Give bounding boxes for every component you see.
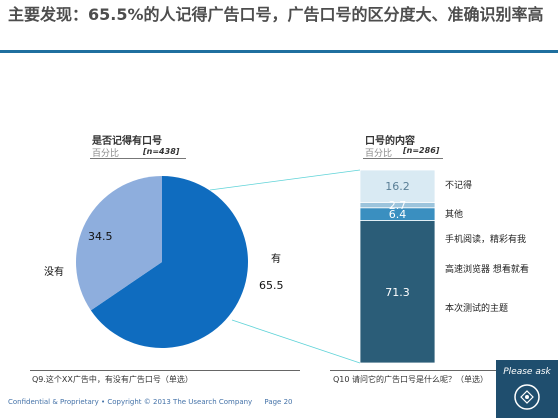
bar-value-2: 2.7: [389, 199, 407, 212]
pie-chart-subtitle: 百分比: [92, 149, 120, 159]
footer-page: Page 20: [264, 398, 293, 406]
pie-label-yes: 有: [271, 252, 281, 265]
watermark-text: Please ask: [503, 367, 551, 377]
bar-label-main-0: 手机阅读，精彩有我: [445, 233, 526, 245]
bar-label-other: 其他: [445, 208, 463, 220]
bar-label-main-2: 本次测试的主题: [445, 302, 508, 314]
bar-value-1: 6.4: [389, 208, 407, 221]
footer-copyright: Confidential & Proprietary • Copyright ©…: [8, 398, 253, 406]
pie-slice-no: [75, 176, 162, 311]
pie-value-yes: 65.5: [259, 279, 284, 292]
bar-question: Q10 请问它的广告口号是什么呢？（单选）: [333, 375, 489, 384]
footer: Confidential & Proprietary • Copyright ©…: [8, 398, 303, 406]
pie-header-underline: [90, 158, 186, 159]
bar-value-0: 71.3: [385, 286, 410, 299]
pie-question: Q9.这个XX广告中，有没有广告口号（单选）: [32, 375, 193, 384]
bar-chart-title: 口号的内容: [365, 136, 415, 147]
pie-question-rule: [30, 370, 300, 371]
pie-chart-title: 是否记得有口号: [92, 136, 162, 147]
connector-top: [209, 169, 361, 191]
bar-segment-3: [359, 169, 436, 203]
bar-header-underline: [363, 158, 443, 159]
pie-value-no: 34.5: [88, 230, 113, 243]
bar-label-not-remember: 不记得: [445, 179, 472, 191]
bar-chart-n: [n=286]: [403, 146, 440, 155]
page-title: 主要发现：65.5%的人记得广告口号，广告口号的区分度大、准确识别率高: [8, 5, 544, 24]
pie-slice-yes: [90, 176, 248, 348]
bar-label-main-1: 高速浏览器 想看就看: [445, 263, 529, 275]
pie-chart-n: [n=438]: [143, 147, 180, 156]
title-rule: [0, 50, 558, 53]
bar-chart-subtitle: 百分比: [365, 149, 393, 159]
pie-label-no: 没有: [44, 265, 64, 278]
connector-bottom: [231, 319, 361, 364]
bar-value-3: 16.2: [385, 180, 410, 193]
please-ask-logo-icon: Please ask: [496, 360, 558, 418]
bar-question-rule: [330, 370, 498, 371]
